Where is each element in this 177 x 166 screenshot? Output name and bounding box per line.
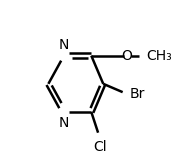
Text: CH₃: CH₃ xyxy=(146,49,172,63)
Text: N: N xyxy=(59,38,69,52)
Text: O: O xyxy=(122,49,133,63)
Text: Cl: Cl xyxy=(93,140,107,154)
Text: N: N xyxy=(59,116,69,130)
Text: Br: Br xyxy=(130,87,145,101)
